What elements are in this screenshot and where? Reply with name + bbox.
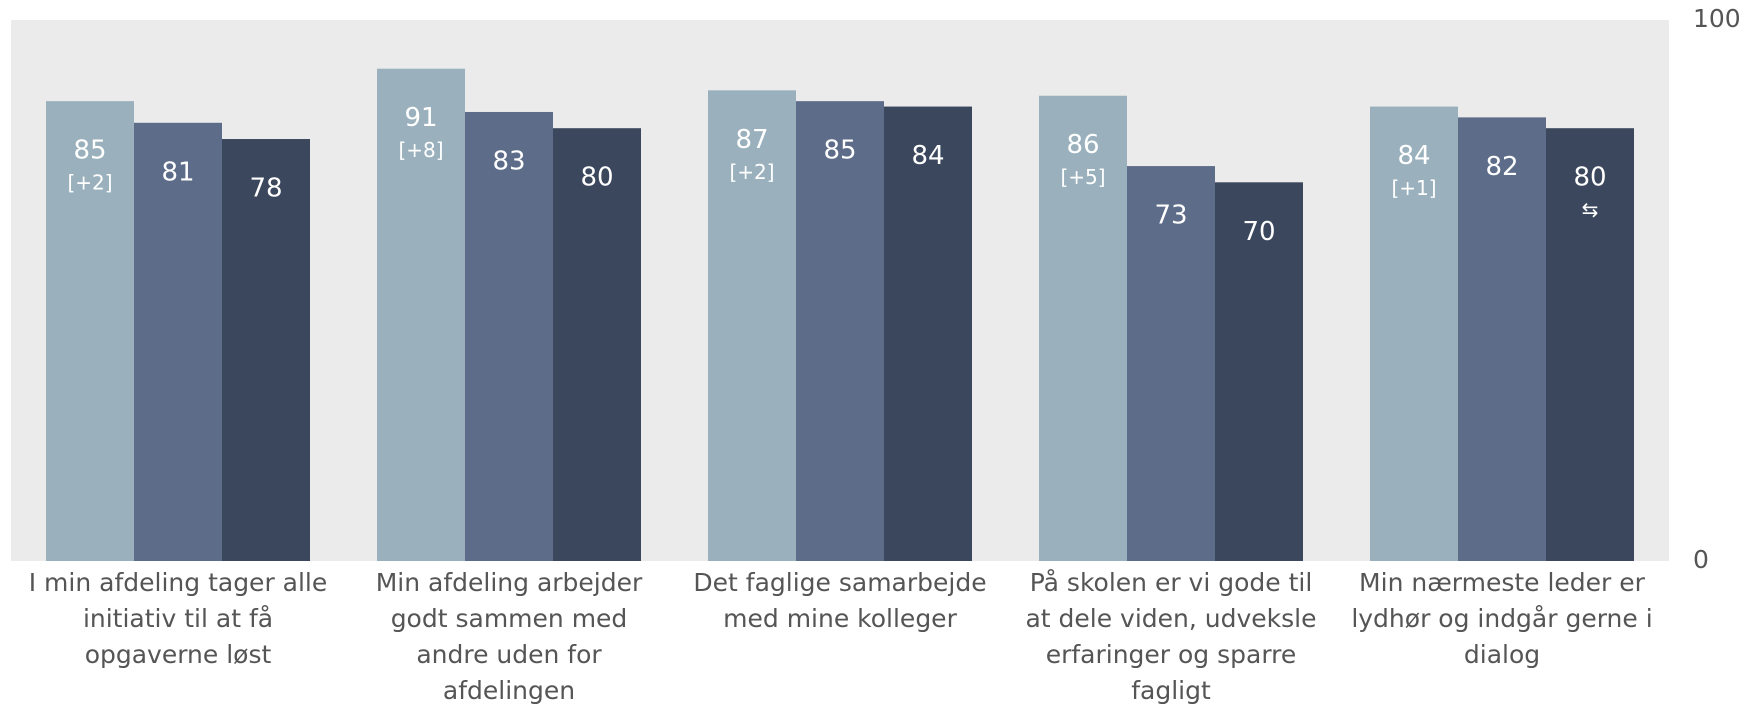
bar (553, 128, 641, 561)
data-label: 84 (1397, 141, 1430, 171)
annotation: [+2] (729, 160, 774, 184)
bar (1127, 166, 1215, 561)
x-tick-label: I min afdeling tager alle initiativ til … (28, 568, 328, 669)
bar (1370, 106, 1458, 561)
data-label: 83 (492, 146, 525, 176)
bar (1546, 128, 1634, 561)
data-label: 80 (580, 163, 613, 193)
annotation: ⇆ (1582, 198, 1599, 222)
x-tick-label: Det faglige samarbejde med mine kolleger (693, 568, 987, 633)
data-label: 80 (1573, 163, 1606, 193)
data-label: 82 (1485, 152, 1518, 182)
annotation: [+8] (398, 138, 443, 162)
data-label: 85 (73, 136, 106, 166)
data-label: 78 (249, 174, 282, 204)
annotation: [+1] (1391, 176, 1436, 200)
data-label: 85 (823, 136, 856, 166)
bar (1039, 95, 1127, 562)
data-label: 73 (1154, 201, 1187, 231)
bar (1215, 182, 1303, 562)
bar (46, 101, 134, 562)
data-label: 81 (161, 157, 194, 187)
y-tick-label: 100 (1693, 4, 1741, 33)
data-label: 91 (404, 103, 437, 133)
data-label: 84 (911, 141, 944, 171)
bar (708, 90, 796, 561)
annotation: [+5] (1060, 165, 1105, 189)
y-tick-label: 0 (1693, 545, 1709, 574)
bar (134, 122, 222, 561)
bar (884, 106, 972, 561)
data-label: 70 (1242, 217, 1275, 247)
bar (377, 68, 465, 561)
x-tick-label: Min nærmeste leder er lydhør og indgår g… (1351, 568, 1653, 669)
x-tick-label: På skolen er vi gode til at dele viden, … (1025, 568, 1317, 705)
bar (796, 101, 884, 562)
bar (222, 139, 310, 561)
bar (1458, 117, 1546, 561)
annotation: [+2] (67, 171, 112, 195)
data-label: 86 (1066, 130, 1099, 160)
data-label: 87 (735, 125, 768, 155)
x-tick-label: Min afdeling arbejder godt sammen med an… (375, 568, 643, 705)
bar (465, 111, 553, 561)
